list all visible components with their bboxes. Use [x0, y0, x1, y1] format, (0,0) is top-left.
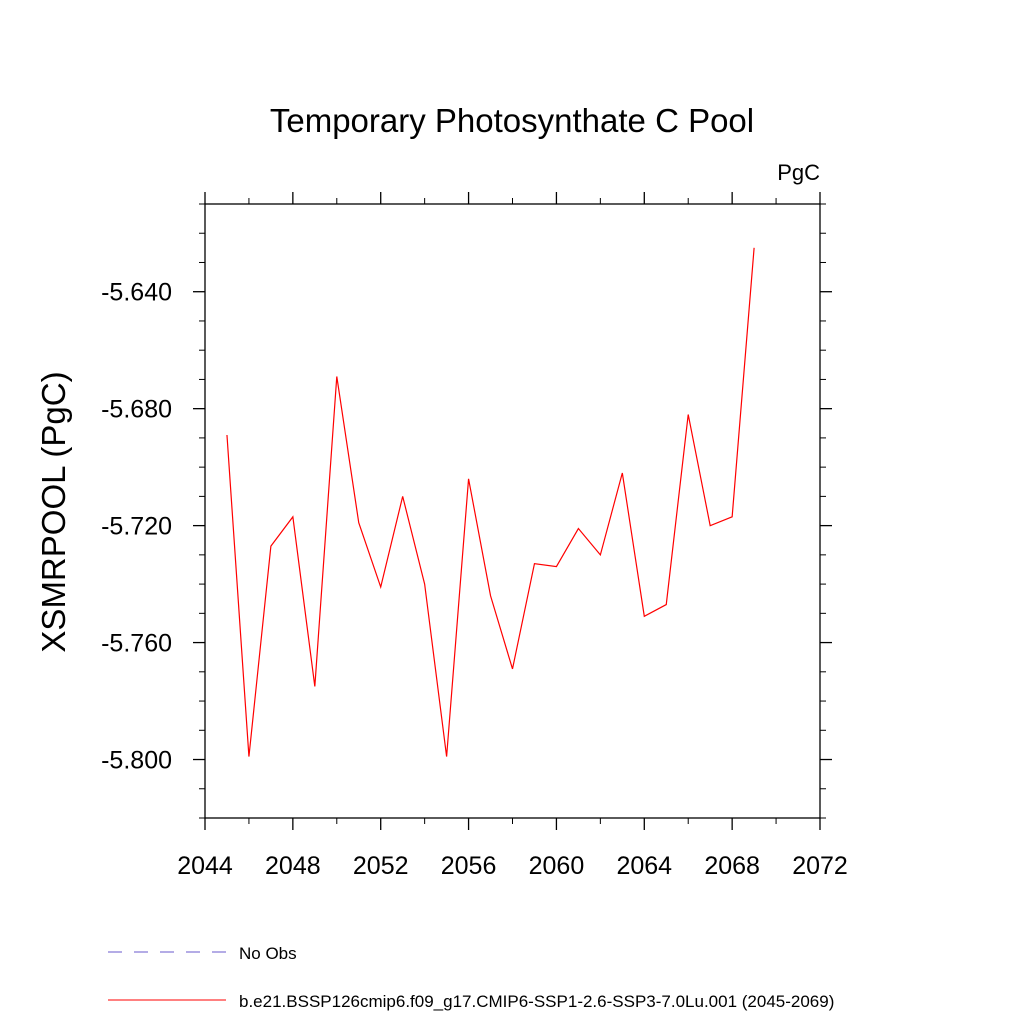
y-tick-label: -5.640: [101, 279, 172, 307]
x-tick-label: 2060: [529, 852, 585, 880]
y-tick-label: -5.800: [101, 747, 172, 775]
axis-ticks: 2044 2048 2052 2056 2060 2064 2068 2072 -5.640 -5…: [101, 192, 848, 880]
plot-frame: [204, 203, 821, 819]
series-line-0: [226, 247, 755, 757]
x-tick-label: 2068: [704, 852, 760, 880]
legend-label-1: b.e21.BSSP126cmip6.f09_g17.CMIP6-SSP1-2.…: [239, 992, 834, 1011]
x-tick-label: 2072: [792, 852, 848, 880]
units-label: PgC: [777, 160, 820, 185]
y-tick-label: -5.720: [101, 513, 172, 541]
x-tick-label: 2044: [177, 852, 233, 880]
y-tick-label: -5.760: [101, 630, 172, 658]
x-tick-label: 2064: [616, 852, 672, 880]
legend-label-0: No Obs: [239, 944, 297, 963]
series-layer: [226, 247, 755, 757]
x-tick-label: 2052: [353, 852, 409, 880]
x-tick-label: 2048: [265, 852, 321, 880]
y-axis-label: XSMRPOOL (PgC): [35, 371, 72, 652]
y-tick-label: -5.680: [101, 396, 172, 424]
legend: No Obs b.e21.BSSP126cmip6.f09_g17.CMIP6-S…: [108, 944, 834, 1011]
x-tick-label: 2056: [441, 852, 497, 880]
chart-title: Temporary Photosynthate C Pool: [270, 102, 754, 139]
